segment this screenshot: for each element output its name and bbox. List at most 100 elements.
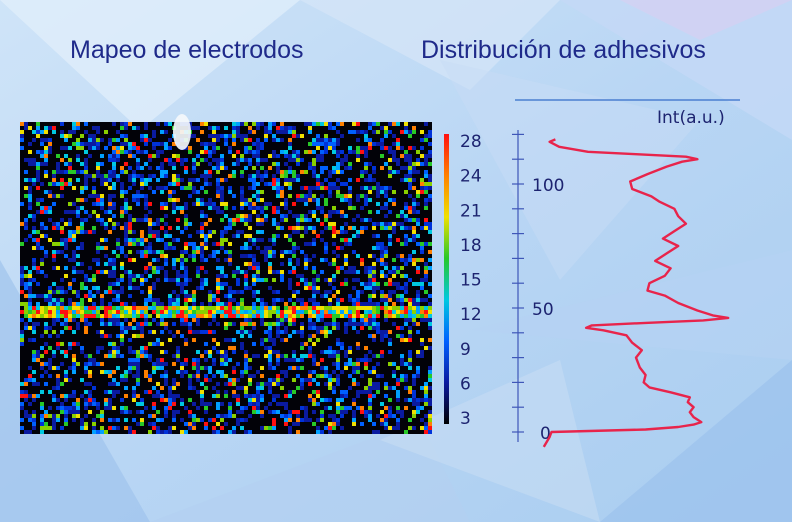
heatmap-cell [336, 194, 340, 198]
heatmap-cell [332, 166, 336, 170]
heatmap-cell [328, 138, 332, 142]
heatmap-cell [324, 146, 328, 150]
heatmap-cell [308, 130, 312, 134]
heatmap-cell [136, 422, 140, 426]
heatmap-cell [324, 122, 328, 126]
heatmap-cell [384, 426, 388, 430]
heatmap-cell [380, 270, 384, 274]
heatmap-cell [260, 230, 264, 234]
heatmap-cell [112, 186, 116, 190]
heatmap-cell [120, 126, 124, 130]
heatmap-cell [196, 374, 200, 378]
heatmap-cell [400, 294, 404, 298]
heatmap-cell [288, 390, 292, 394]
heatmap-cell [216, 278, 220, 282]
heatmap-cell [108, 286, 112, 290]
heatmap-cell [20, 402, 24, 406]
heatmap-cell [340, 314, 344, 318]
heatmap-cell [132, 358, 136, 362]
heatmap-cell [112, 382, 116, 386]
heatmap-cell [380, 154, 384, 158]
heatmap-cell [92, 146, 96, 150]
heatmap-cell [324, 426, 328, 430]
heatmap-cell [228, 410, 232, 414]
heatmap-cell [328, 126, 332, 130]
heatmap-cell [388, 238, 392, 242]
heatmap-cell [380, 402, 384, 406]
heatmap-cell [408, 186, 412, 190]
heatmap-cell [376, 222, 380, 226]
heatmap-cell [200, 330, 204, 334]
heatmap-cell [96, 174, 100, 178]
heatmap-cell [200, 150, 204, 154]
heatmap-cell [44, 174, 48, 178]
heatmap-cell [360, 194, 364, 198]
heatmap-cell [96, 262, 100, 266]
heatmap-cell [124, 242, 128, 246]
heatmap-cell [260, 382, 264, 386]
heatmap-cell [388, 298, 392, 302]
heatmap-cell [188, 278, 192, 282]
heatmap-cell [416, 222, 420, 226]
heatmap-cell [176, 294, 180, 298]
heatmap-cell [156, 154, 160, 158]
heatmap-cell [340, 226, 344, 230]
heatmap-cell [416, 370, 420, 374]
heatmap-cell [128, 358, 132, 362]
heatmap-cell [220, 166, 224, 170]
heatmap-cell [176, 278, 180, 282]
heatmap-cell [328, 190, 332, 194]
heatmap-cell [360, 226, 364, 230]
heatmap-cell [420, 182, 424, 186]
heatmap-cell [384, 282, 388, 286]
heatmap-cell [368, 394, 372, 398]
heatmap-cell [308, 310, 312, 314]
heatmap-cell [112, 394, 116, 398]
heatmap-cell [84, 186, 88, 190]
heatmap-cell [52, 130, 56, 134]
heatmap-cell [364, 318, 368, 322]
heatmap-cell [120, 190, 124, 194]
heatmap-cell [212, 330, 216, 334]
heatmap-cell [192, 418, 196, 422]
heatmap-cell [268, 238, 272, 242]
heatmap-cell [172, 198, 176, 202]
heatmap-cell [312, 358, 316, 362]
heatmap-cell [364, 410, 368, 414]
heatmap-cell [88, 298, 92, 302]
heatmap-cell [312, 270, 316, 274]
heatmap-cell [300, 406, 304, 410]
heatmap-cell [36, 202, 40, 206]
heatmap-cell [28, 326, 32, 330]
heatmap-cell [368, 382, 372, 386]
heatmap-cell [44, 150, 48, 154]
heatmap-cell [408, 162, 412, 166]
heatmap-cell [140, 402, 144, 406]
heatmap-cell [336, 382, 340, 386]
heatmap-cell [412, 178, 416, 182]
heatmap-cell [288, 226, 292, 230]
heatmap-cell [84, 178, 88, 182]
heatmap-cell [68, 378, 72, 382]
heatmap-cell [336, 350, 340, 354]
heatmap-cell [256, 398, 260, 402]
heatmap-cell [168, 302, 172, 306]
heatmap-cell [416, 258, 420, 262]
heatmap-cell [220, 218, 224, 222]
heatmap-cell [272, 242, 276, 246]
heatmap-cell [332, 414, 336, 418]
heatmap-cell [248, 146, 252, 150]
heatmap-cell [348, 146, 352, 150]
heatmap-cell [288, 194, 292, 198]
heatmap-cell [52, 202, 56, 206]
heatmap-cell [164, 262, 168, 266]
heatmap-cell [228, 262, 232, 266]
heatmap-cell [136, 198, 140, 202]
heatmap-cell [120, 334, 124, 338]
heatmap-cell [376, 390, 380, 394]
heatmap-cell [408, 206, 412, 210]
heatmap-cell [340, 370, 344, 374]
heatmap-cell [196, 390, 200, 394]
heatmap-cell [272, 238, 276, 242]
heatmap-cell [312, 314, 316, 318]
